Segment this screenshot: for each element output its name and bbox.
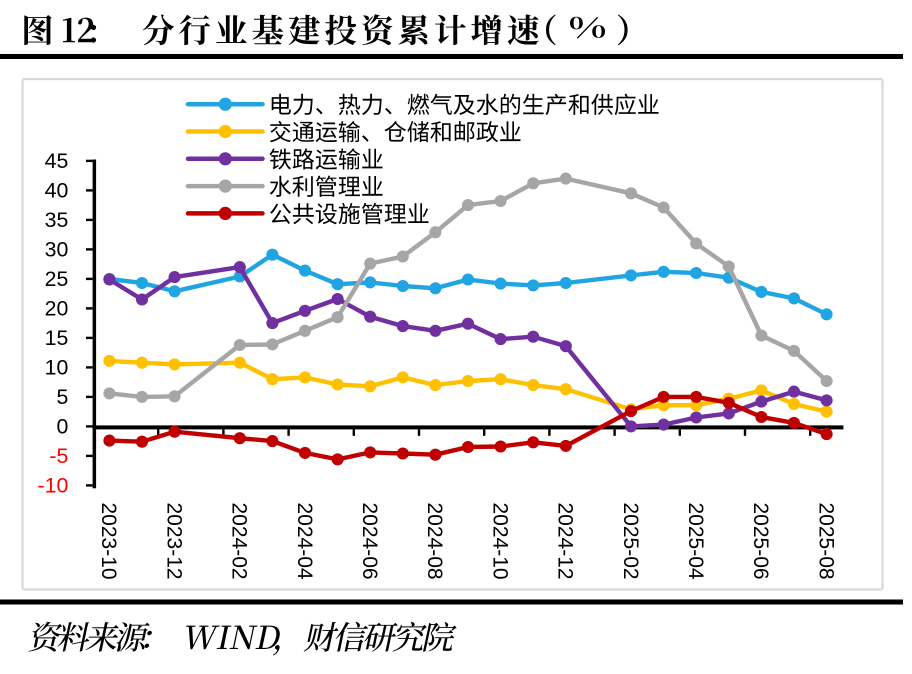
svg-text:35: 35 xyxy=(45,208,69,232)
svg-text:-10: -10 xyxy=(38,474,69,498)
svg-text:15: 15 xyxy=(45,326,69,350)
svg-text:2023-12: 2023-12 xyxy=(162,503,185,580)
svg-text:0: 0 xyxy=(56,415,68,439)
svg-text:2025-04: 2025-04 xyxy=(684,503,707,580)
svg-text:45: 45 xyxy=(45,149,69,173)
svg-text:2024-06: 2024-06 xyxy=(358,503,381,580)
svg-text:25: 25 xyxy=(45,267,69,291)
svg-text:2024-04: 2024-04 xyxy=(293,503,316,580)
svg-text:2025-08: 2025-08 xyxy=(814,503,837,580)
svg-text:2025-06: 2025-06 xyxy=(749,503,772,580)
svg-text:2025-02: 2025-02 xyxy=(619,503,642,580)
svg-text:2024-12: 2024-12 xyxy=(554,503,577,580)
svg-text:5: 5 xyxy=(56,385,68,409)
svg-text:2024-10: 2024-10 xyxy=(488,503,511,580)
svg-text:2024-08: 2024-08 xyxy=(423,503,446,580)
svg-text:2023-10: 2023-10 xyxy=(97,503,120,580)
svg-text:10: 10 xyxy=(45,356,69,380)
svg-text:40: 40 xyxy=(45,179,69,203)
svg-text:30: 30 xyxy=(45,238,69,262)
svg-text:20: 20 xyxy=(45,297,69,321)
svg-text:2024-02: 2024-02 xyxy=(228,503,251,580)
svg-text:-5: -5 xyxy=(49,444,68,468)
